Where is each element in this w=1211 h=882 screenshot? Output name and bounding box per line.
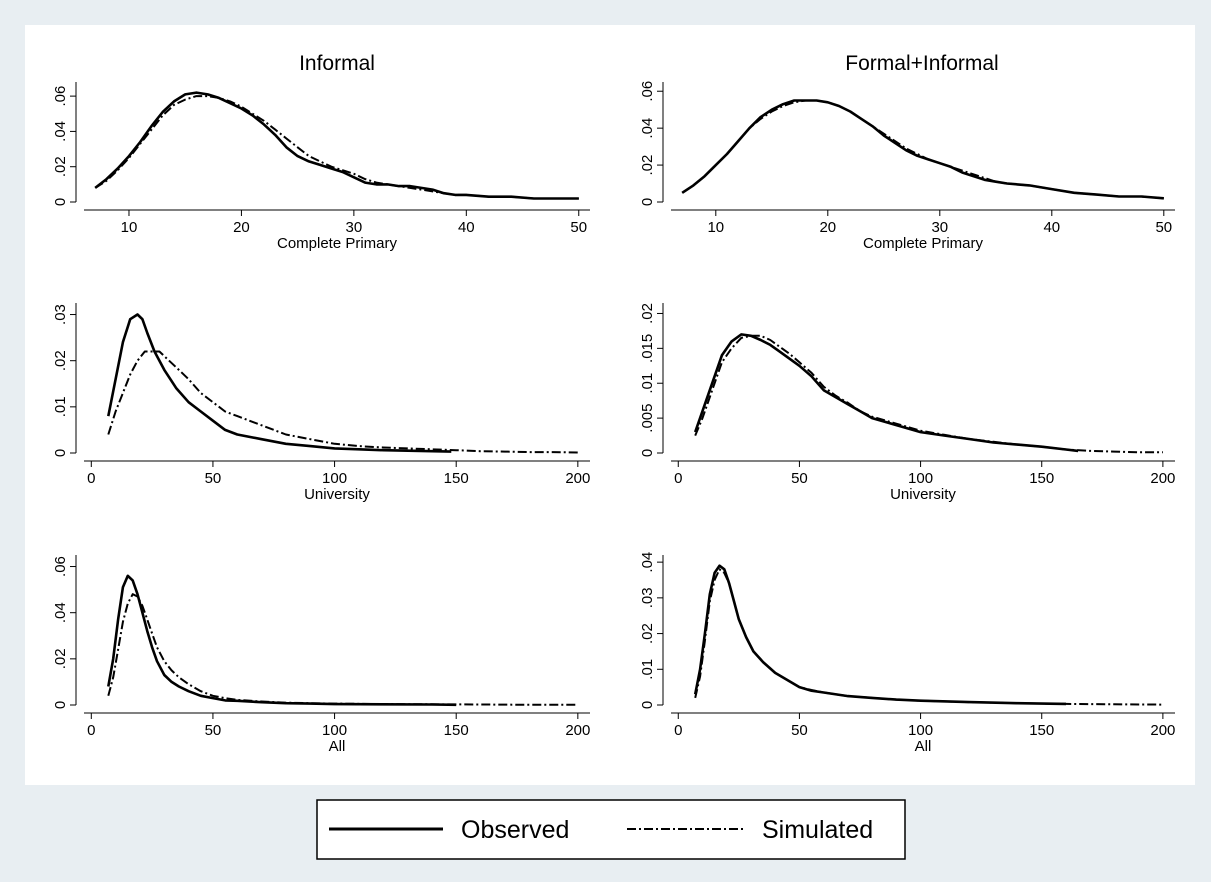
x-tick-label: 150 <box>444 470 469 487</box>
series-line-observed <box>94 91 579 200</box>
y-tick-label: .01 <box>52 396 69 417</box>
series-line-simulated <box>694 568 1163 706</box>
plot-region-background <box>25 25 1195 785</box>
series-line-simulated <box>694 334 1163 454</box>
x-tick-label: 150 <box>444 722 469 739</box>
x-tick-label: 100 <box>908 470 933 487</box>
y-tick-label: .02 <box>52 648 69 669</box>
x-tick-label: 30 <box>346 219 363 236</box>
series-line-simulated <box>681 99 1164 200</box>
y-tick-label: 0 <box>639 449 656 457</box>
x-tick-label: 0 <box>674 470 682 487</box>
x-tick-label: 100 <box>322 470 347 487</box>
panel-5: 0 .02 .04 .06 0 50 100 150 200 All <box>52 555 590 755</box>
column-title-informal: Informal <box>299 52 375 75</box>
x-tick-label: 10 <box>707 219 724 236</box>
x-tick-label: 50 <box>205 470 222 487</box>
y-tick-label: .02 <box>52 156 69 177</box>
y-tick-label: .03 <box>639 587 656 608</box>
y-tick-label: .04 <box>639 118 656 139</box>
column-title-formal-informal: Formal+Informal <box>845 52 998 75</box>
y-tick-label: .03 <box>52 304 69 325</box>
series-line-simulated <box>107 593 578 706</box>
x-tick-label: 0 <box>87 722 95 739</box>
legend: Observed Simulated <box>316 799 906 860</box>
series-line-observed <box>107 574 457 707</box>
y-tick-label: 0 <box>52 701 69 709</box>
y-tick-label: .04 <box>639 552 656 573</box>
x-tick-label: 40 <box>458 219 475 236</box>
y-tick-label: .04 <box>52 602 69 623</box>
x-axis-title: University <box>304 486 370 503</box>
y-tick-label: 0 <box>52 198 69 206</box>
x-tick-label: 10 <box>121 219 138 236</box>
x-tick-label: 40 <box>1043 219 1060 236</box>
x-axis-title: All <box>915 738 932 755</box>
y-tick-label: .02 <box>639 155 656 176</box>
series-line-observed <box>107 313 452 453</box>
y-tick-label: .06 <box>639 81 656 102</box>
panel-3: 0 .01 .02 .03 0 50 100 150 200 University <box>52 303 590 503</box>
x-axis-title: Complete Primary <box>863 235 984 252</box>
y-tick-label: 0 <box>639 198 656 206</box>
x-axis-title: University <box>890 486 956 503</box>
x-axis-title: Complete Primary <box>277 235 398 252</box>
panel-6: 0 .01 .02 .03 .04 0 50 100 150 200 All <box>639 552 1175 755</box>
y-tick-label: 0 <box>52 449 69 457</box>
y-tick-label: .01 <box>639 373 656 394</box>
y-tick-label: .04 <box>52 121 69 142</box>
x-tick-label: 150 <box>1029 722 1054 739</box>
series-line-observed <box>693 333 1079 453</box>
y-tick-label: 0 <box>639 701 656 709</box>
x-axis-title: All <box>329 738 346 755</box>
x-tick-label: 200 <box>1150 470 1175 487</box>
x-tick-label: 0 <box>87 470 95 487</box>
panels: 0 .02 .04 .06 10 20 30 40 50 Complete Primary 0 .02… <box>52 81 1175 755</box>
x-tick-label: 200 <box>565 470 590 487</box>
panel-2: 0 .02 .04 .06 10 20 30 40 50 Complete Primary <box>639 81 1175 252</box>
series-line-simulated <box>94 95 579 200</box>
y-tick-label: .02 <box>52 350 69 371</box>
y-tick-label: .06 <box>52 86 69 107</box>
x-tick-label: 50 <box>1155 219 1172 236</box>
x-tick-label: 50 <box>791 470 808 487</box>
x-tick-label: 0 <box>674 722 682 739</box>
series-line-simulated <box>107 350 578 454</box>
y-tick-label: .01 <box>639 659 656 680</box>
y-tick-label: .06 <box>52 556 69 577</box>
x-tick-label: 50 <box>791 722 808 739</box>
y-tick-label: .02 <box>639 623 656 644</box>
x-tick-label: 150 <box>1029 470 1054 487</box>
legend-simulated-label: Simulated <box>762 816 873 844</box>
x-tick-label: 20 <box>233 219 250 236</box>
x-tick-label: 50 <box>570 219 587 236</box>
x-tick-label: 100 <box>908 722 933 739</box>
panel-1: 0 .02 .04 .06 10 20 30 40 50 Complete Primary <box>52 82 590 252</box>
x-tick-label: 30 <box>931 219 948 236</box>
x-tick-label: 20 <box>819 219 836 236</box>
y-tick-label: .02 <box>639 303 656 324</box>
panel-4: 0 .005 .01 .015 .02 0 50 100 150 200 University <box>639 303 1175 503</box>
x-tick-label: 200 <box>565 722 590 739</box>
x-tick-label: 100 <box>322 722 347 739</box>
x-tick-label: 200 <box>1150 722 1175 739</box>
x-tick-label: 50 <box>205 722 222 739</box>
y-tick-label: .015 <box>639 334 656 363</box>
legend-observed-label: Observed <box>461 816 569 844</box>
y-tick-label: .005 <box>639 404 656 433</box>
